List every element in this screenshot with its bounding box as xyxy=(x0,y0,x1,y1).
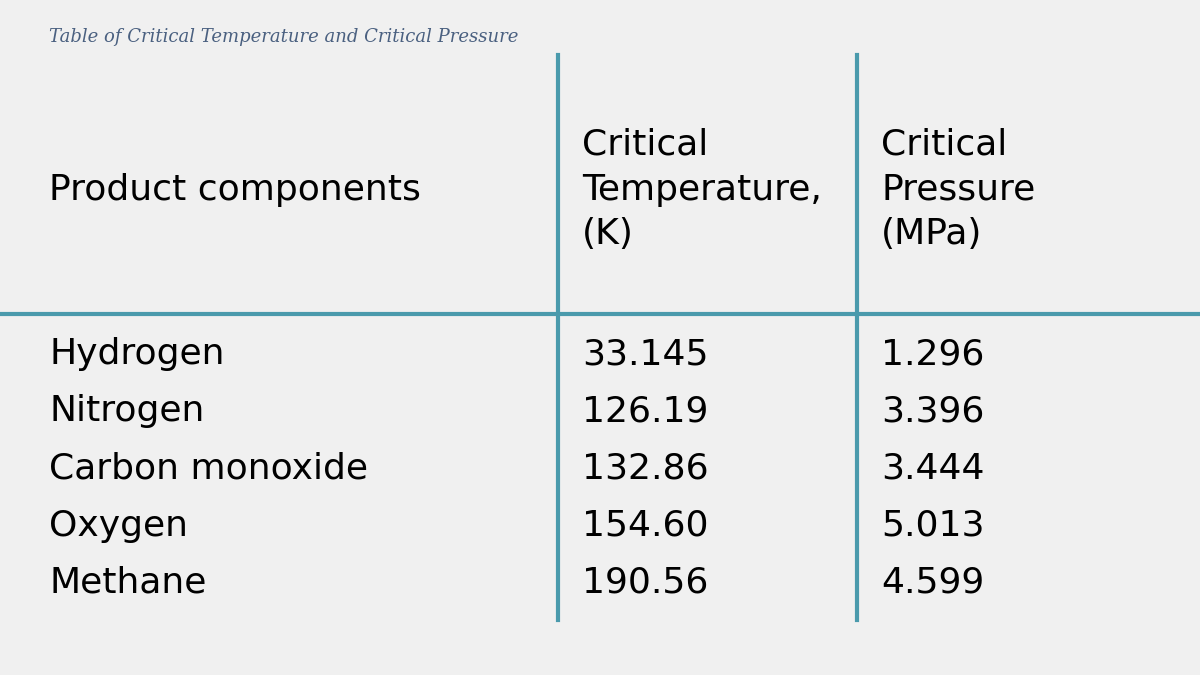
Text: 4.599: 4.599 xyxy=(881,566,984,600)
Text: Methane: Methane xyxy=(49,566,206,600)
Text: 33.145: 33.145 xyxy=(582,338,708,371)
Text: Oxygen: Oxygen xyxy=(49,509,188,543)
Text: 126.19: 126.19 xyxy=(582,394,708,429)
Text: 3.396: 3.396 xyxy=(881,394,985,429)
Text: 5.013: 5.013 xyxy=(881,509,985,543)
Text: Critical
Pressure
(MPa): Critical Pressure (MPa) xyxy=(881,128,1036,251)
Text: 3.444: 3.444 xyxy=(881,452,985,485)
Text: 1.296: 1.296 xyxy=(881,338,985,371)
Text: 154.60: 154.60 xyxy=(582,509,708,543)
Text: 190.56: 190.56 xyxy=(582,566,708,600)
Text: 132.86: 132.86 xyxy=(582,452,709,485)
Text: Nitrogen: Nitrogen xyxy=(49,394,205,429)
Text: Table of Critical Temperature and Critical Pressure: Table of Critical Temperature and Critic… xyxy=(49,28,518,47)
Text: Hydrogen: Hydrogen xyxy=(49,338,224,371)
Text: Carbon monoxide: Carbon monoxide xyxy=(49,452,368,485)
Text: Product components: Product components xyxy=(49,173,421,207)
Text: Critical
Temperature,
(K): Critical Temperature, (K) xyxy=(582,128,822,251)
